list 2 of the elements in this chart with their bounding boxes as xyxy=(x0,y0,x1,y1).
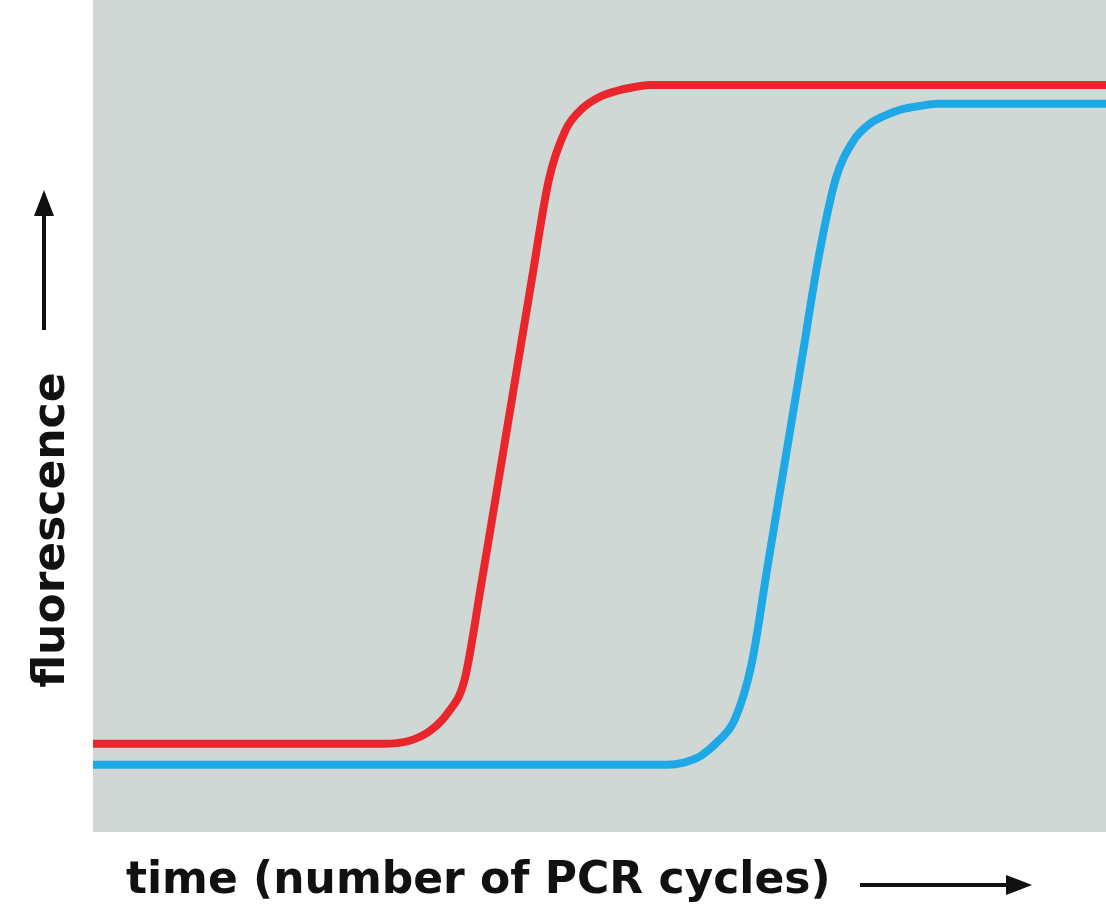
y-axis-title: fluorescence xyxy=(22,372,74,688)
x-axis-title: time (number of PCR cycles) xyxy=(126,852,831,903)
